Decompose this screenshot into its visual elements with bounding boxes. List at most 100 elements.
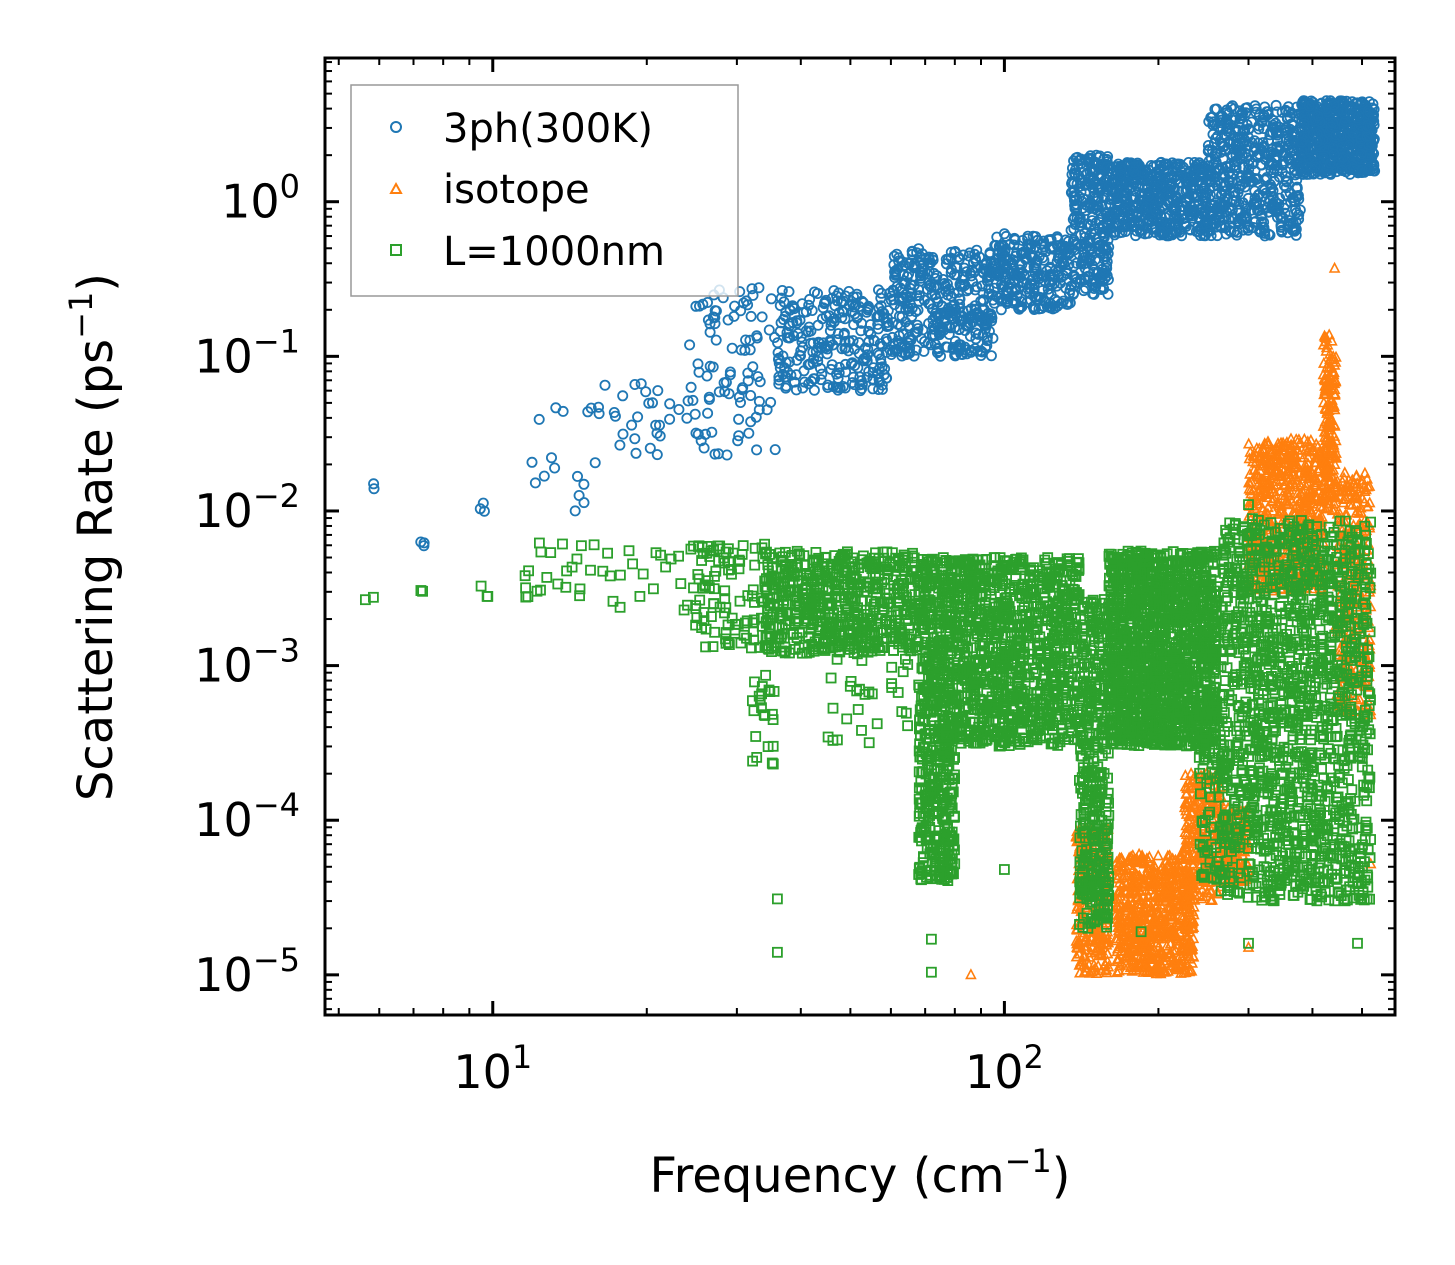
data-point bbox=[867, 366, 879, 378]
data-point bbox=[733, 413, 745, 425]
data-point bbox=[754, 376, 766, 388]
data-point bbox=[753, 282, 765, 294]
data-point bbox=[934, 287, 946, 299]
data-point bbox=[1070, 201, 1082, 213]
data-point bbox=[1027, 230, 1039, 242]
data-point bbox=[1063, 246, 1075, 258]
data-point bbox=[923, 298, 935, 310]
data-point bbox=[1001, 297, 1013, 309]
data-point bbox=[721, 449, 733, 461]
data-point bbox=[1028, 303, 1040, 315]
data-point bbox=[1146, 215, 1158, 227]
data-point bbox=[1046, 241, 1058, 253]
data-point bbox=[1067, 236, 1079, 248]
data-point bbox=[751, 332, 763, 344]
data-point bbox=[804, 293, 816, 305]
data-point bbox=[875, 292, 887, 304]
data-point bbox=[917, 263, 929, 275]
data-point bbox=[751, 444, 763, 456]
data-point bbox=[949, 246, 961, 258]
data-point bbox=[585, 402, 597, 414]
data-point bbox=[1028, 287, 1040, 299]
data-point bbox=[1051, 266, 1063, 278]
data-point bbox=[826, 359, 838, 371]
data-point bbox=[1052, 233, 1064, 245]
data-point bbox=[885, 348, 897, 360]
data-point bbox=[719, 386, 731, 398]
data-point bbox=[812, 342, 824, 354]
plot-area bbox=[359, 95, 1381, 980]
data-point bbox=[994, 241, 1006, 253]
data-point bbox=[1119, 186, 1131, 198]
data-point bbox=[1098, 250, 1110, 262]
data-point bbox=[913, 290, 925, 302]
data-point bbox=[1074, 180, 1086, 192]
data-point bbox=[702, 407, 714, 419]
data-point bbox=[999, 258, 1011, 270]
data-point bbox=[1128, 190, 1140, 202]
data-point bbox=[969, 303, 981, 315]
data-point bbox=[832, 372, 844, 384]
data-point bbox=[829, 300, 841, 312]
data-point bbox=[999, 251, 1011, 263]
data-point bbox=[647, 397, 659, 409]
data-point bbox=[996, 255, 1008, 267]
data-point bbox=[929, 338, 941, 350]
data-point bbox=[799, 376, 811, 388]
data-point bbox=[617, 428, 629, 440]
data-point bbox=[726, 342, 738, 354]
data-point bbox=[802, 359, 814, 371]
data-point bbox=[632, 411, 644, 423]
data-point bbox=[1022, 230, 1034, 242]
data-point bbox=[1007, 259, 1019, 271]
data-point bbox=[939, 280, 951, 292]
data-point bbox=[873, 373, 885, 385]
data-point bbox=[707, 361, 719, 373]
data-point bbox=[917, 324, 929, 336]
data-point bbox=[1048, 270, 1060, 282]
data-point bbox=[790, 384, 802, 396]
data-point bbox=[1084, 243, 1096, 255]
data-point bbox=[529, 477, 541, 489]
data-point bbox=[791, 315, 803, 327]
data-point bbox=[533, 413, 545, 425]
data-point bbox=[1086, 181, 1098, 193]
data-point bbox=[849, 308, 861, 320]
data-point bbox=[368, 478, 380, 490]
data-point bbox=[950, 349, 962, 361]
data-point bbox=[1062, 298, 1074, 310]
data-point bbox=[735, 396, 747, 408]
data-point bbox=[1009, 285, 1021, 297]
data-point bbox=[629, 433, 641, 445]
data-point bbox=[1152, 849, 1165, 861]
data-point bbox=[629, 378, 641, 390]
data-point bbox=[854, 371, 866, 383]
data-point bbox=[891, 248, 903, 260]
data-point bbox=[1140, 202, 1152, 214]
data-point bbox=[706, 426, 718, 438]
data-point bbox=[1101, 153, 1113, 165]
data-point bbox=[644, 442, 656, 454]
data-point bbox=[961, 285, 973, 297]
data-point bbox=[1134, 190, 1146, 202]
data-point bbox=[687, 394, 699, 406]
data-point bbox=[800, 325, 812, 337]
data-point bbox=[887, 316, 899, 328]
data-point bbox=[1101, 262, 1113, 274]
data-point bbox=[1018, 246, 1030, 258]
data-point bbox=[888, 250, 900, 262]
data-point bbox=[578, 478, 590, 490]
data-point bbox=[1066, 176, 1078, 188]
data-point bbox=[578, 497, 590, 509]
data-point bbox=[941, 308, 953, 320]
data-point bbox=[593, 401, 605, 413]
data-point bbox=[763, 324, 775, 336]
data-point bbox=[917, 269, 929, 281]
data-point bbox=[1035, 239, 1047, 251]
data-point bbox=[922, 337, 934, 349]
data-point bbox=[703, 391, 715, 403]
data-point bbox=[728, 310, 740, 322]
data-point bbox=[896, 350, 908, 362]
data-point bbox=[856, 378, 868, 390]
data-point bbox=[765, 293, 777, 305]
